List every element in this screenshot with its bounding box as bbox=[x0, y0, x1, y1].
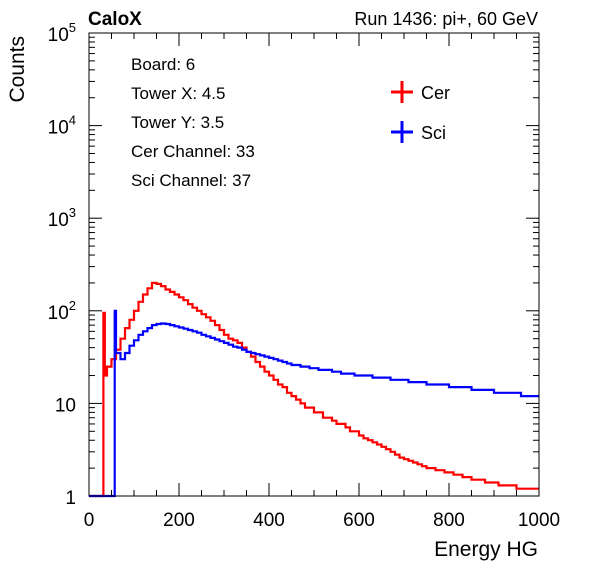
y-tick-label: 102 bbox=[48, 298, 76, 324]
y-tick-label-base: 10 bbox=[48, 303, 69, 324]
y-tick-label-exponent: 3 bbox=[69, 205, 76, 220]
series-layer bbox=[89, 281, 539, 498]
y-tick-label: 1 bbox=[65, 488, 76, 509]
x-tick-label: 600 bbox=[343, 510, 375, 531]
y-tick-label: 105 bbox=[48, 20, 76, 46]
y-tick-label-base: 10 bbox=[48, 118, 69, 139]
x-axis-label: Energy HG bbox=[434, 538, 538, 561]
x-axis-ticks: 0 200 400 600 800 1000 bbox=[84, 33, 560, 531]
x-tick-label: 0 bbox=[84, 510, 95, 531]
legend-label-sci: Sci bbox=[421, 123, 446, 143]
y-tick-label-base: 10 bbox=[48, 210, 69, 231]
y-axis-label: Counts bbox=[6, 36, 29, 103]
info-line: Cer Channel: 33 bbox=[131, 142, 255, 161]
x-tick-label: 800 bbox=[433, 510, 465, 531]
info-line: Tower Y: 3.5 bbox=[131, 113, 224, 132]
y-tick-label-exponent: 4 bbox=[69, 113, 76, 128]
experiment-label: CaloX bbox=[88, 9, 142, 30]
y-tick-label: 103 bbox=[48, 205, 76, 231]
legend-label-cer: Cer bbox=[421, 83, 450, 103]
x-tick-label: 400 bbox=[253, 510, 285, 531]
series-cer-line bbox=[89, 281, 539, 498]
x-tick-label: 200 bbox=[163, 510, 195, 531]
y-tick-label-exponent: 2 bbox=[69, 298, 76, 313]
legend: Cer Sci bbox=[391, 81, 450, 143]
info-box: Board: 6 Tower X: 4.5 Tower Y: 3.5 Cer Chan… bbox=[131, 55, 255, 190]
y-tick-label-base: 10 bbox=[55, 395, 76, 416]
info-line: Tower X: 4.5 bbox=[131, 84, 226, 103]
info-line: Board: 6 bbox=[131, 55, 195, 74]
x-tick-label: 1000 bbox=[518, 510, 560, 531]
y-tick-label: 104 bbox=[48, 113, 76, 139]
series-sci-line bbox=[89, 309, 539, 498]
info-line: Sci Channel: 37 bbox=[131, 171, 251, 190]
y-tick-label: 10 bbox=[55, 395, 76, 416]
run-info-label: Run 1436: pi+, 60 GeV bbox=[354, 9, 538, 29]
y-tick-label-base: 1 bbox=[65, 488, 76, 509]
y-tick-label-base: 10 bbox=[48, 25, 69, 46]
y-tick-label-exponent: 5 bbox=[69, 20, 76, 35]
